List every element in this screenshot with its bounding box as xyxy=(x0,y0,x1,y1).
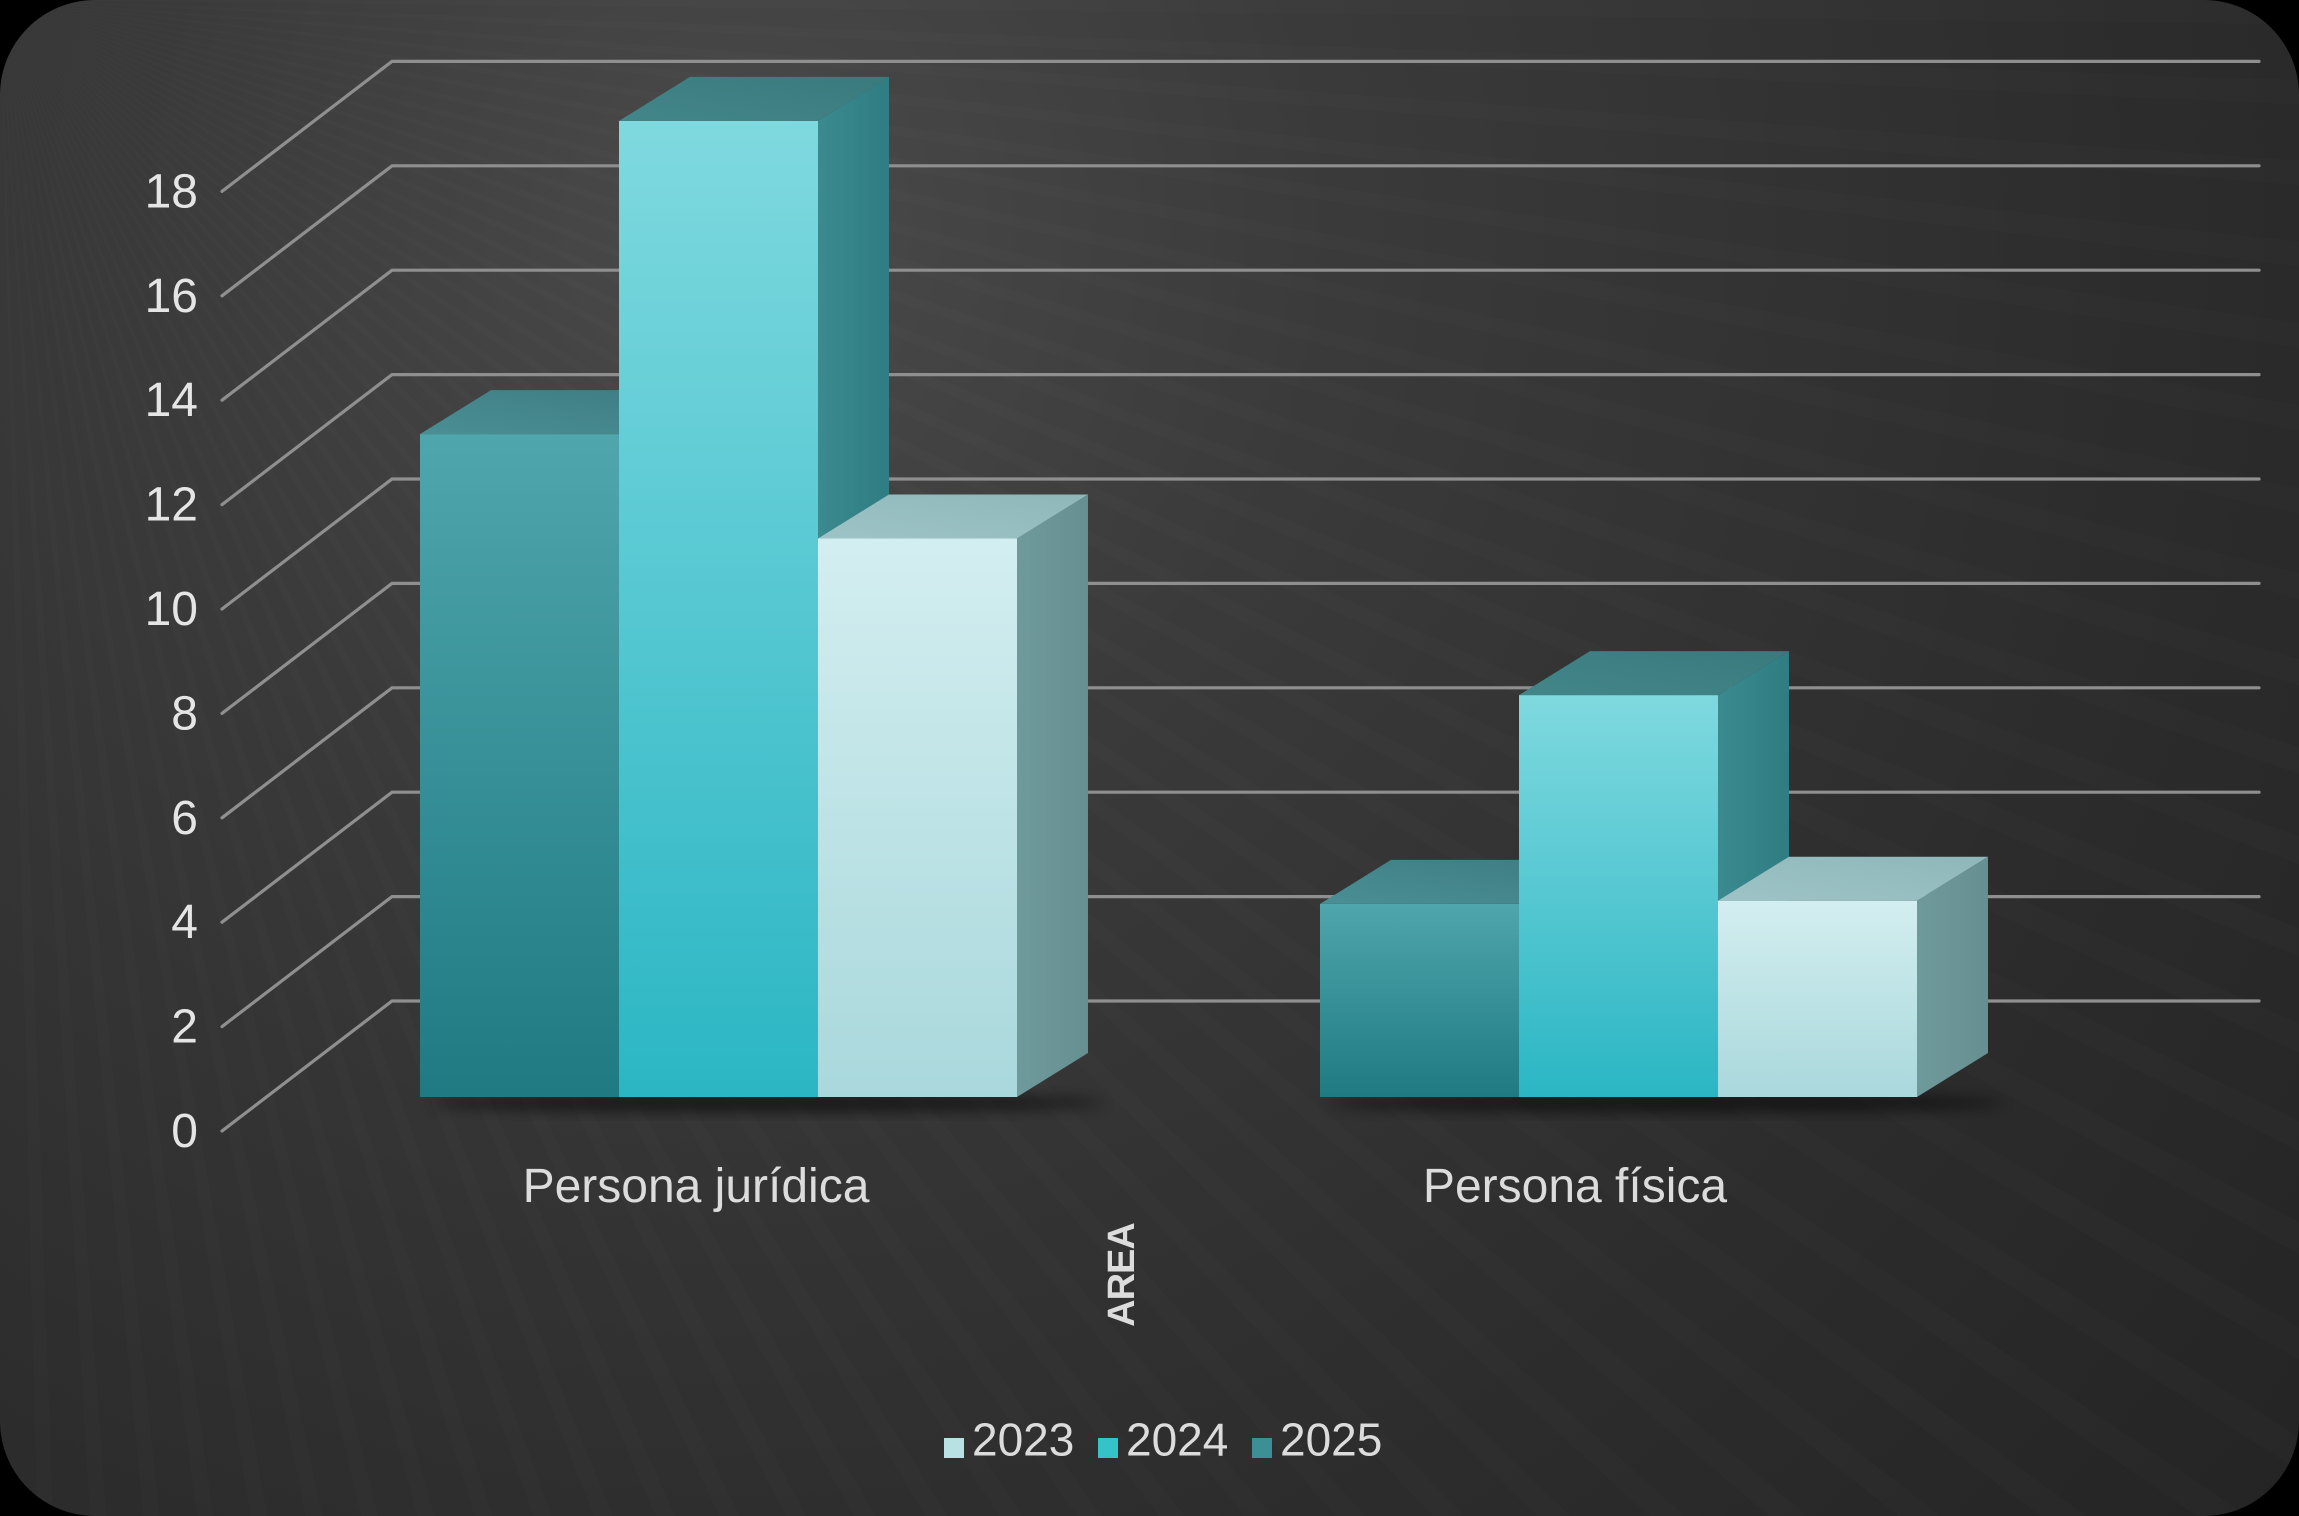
svg-text:16: 16 xyxy=(145,270,198,323)
svg-text:0: 0 xyxy=(171,1105,198,1158)
svg-text:18: 18 xyxy=(145,165,198,218)
svg-text:4: 4 xyxy=(171,896,198,949)
svg-text:2025: 2025 xyxy=(1280,1414,1382,1466)
svg-text:6: 6 xyxy=(171,792,198,845)
svg-text:Persona física: Persona física xyxy=(1423,1160,1727,1213)
svg-text:2: 2 xyxy=(171,1001,198,1054)
svg-text:2024: 2024 xyxy=(1126,1414,1228,1466)
svg-text:8: 8 xyxy=(171,687,198,740)
svg-text:14: 14 xyxy=(145,374,198,427)
svg-text:Persona jurídica: Persona jurídica xyxy=(523,1160,870,1213)
svg-text:12: 12 xyxy=(145,479,198,532)
svg-text:10: 10 xyxy=(145,583,198,636)
svg-text:2023: 2023 xyxy=(972,1414,1074,1466)
svg-text:AREA: AREA xyxy=(1101,1223,1143,1327)
